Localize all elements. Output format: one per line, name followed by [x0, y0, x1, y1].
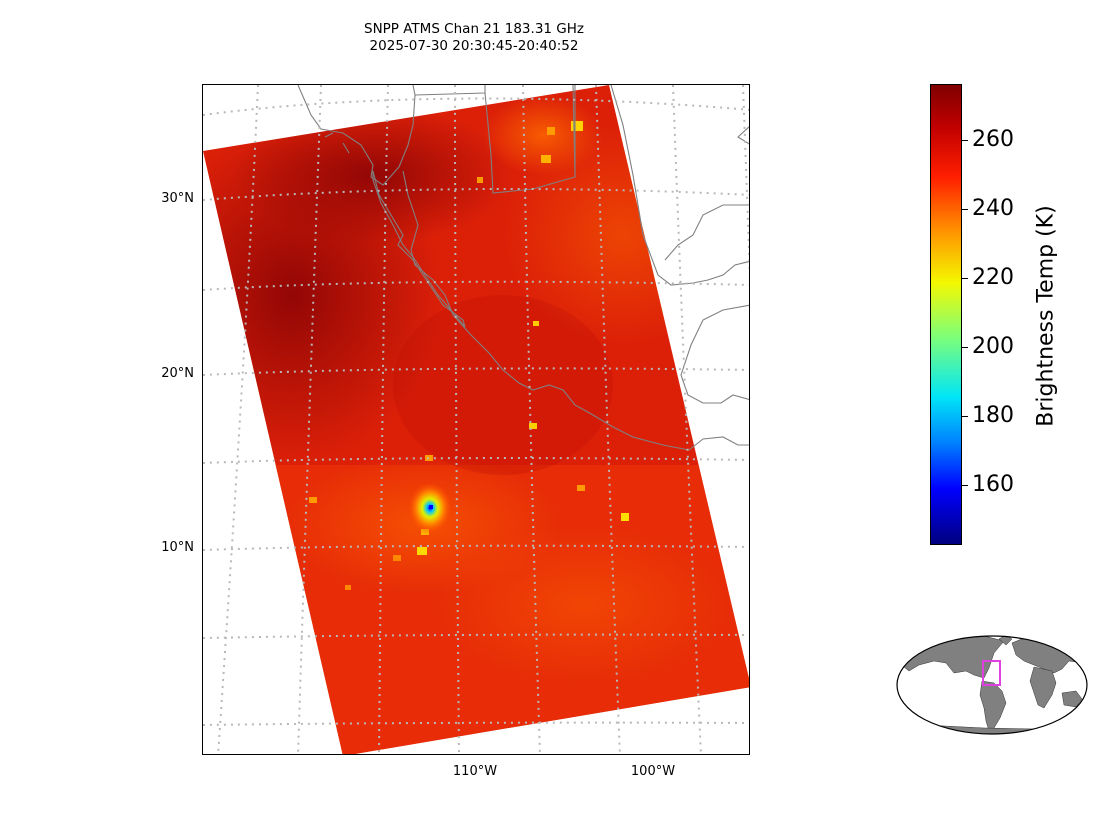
colorbar-label-240: 240 [972, 196, 1014, 221]
colorbar-label-180: 180 [972, 403, 1014, 428]
map-canvas [203, 85, 749, 754]
lat-label-10n: 10°N [161, 540, 194, 555]
lat-label-30n: 30°N [161, 191, 194, 206]
colorbar-label-160: 160 [972, 472, 1014, 497]
colorbar-tick [962, 485, 968, 486]
title-line-1: SNPP ATMS Chan 21 183.31 GHz [364, 21, 584, 37]
colorbar-title: Brightness Temp (K) [1033, 205, 1059, 427]
colorbar-tick [962, 209, 968, 210]
lat-label-20n: 20°N [161, 366, 194, 381]
colorbar-tick [962, 347, 968, 348]
colorbar-tick [962, 416, 968, 417]
inset-land [898, 636, 1087, 734]
colorbar-tick [962, 278, 968, 279]
lon-label-100w: 100°W [630, 764, 676, 779]
colorbar [930, 84, 962, 545]
colorbar-label-200: 200 [972, 334, 1014, 359]
colorbar-label-260: 260 [972, 127, 1014, 152]
coastlines [297, 85, 749, 451]
storm-core [429, 505, 433, 509]
colorbar-tick [962, 140, 968, 141]
title-line-2: 2025-07-30 20:30:45-20:40:52 [369, 38, 579, 54]
inset-region-box [982, 660, 1001, 686]
inset-globe [896, 635, 1088, 735]
plot-title: SNPP ATMS Chan 21 183.31 GHz 2025-07-30 … [274, 21, 674, 55]
map-panel[interactable] [202, 84, 750, 755]
brightness-swath [203, 85, 749, 754]
colorbar-label-220: 220 [972, 265, 1014, 290]
lon-label-110w: 110°W [452, 764, 498, 779]
